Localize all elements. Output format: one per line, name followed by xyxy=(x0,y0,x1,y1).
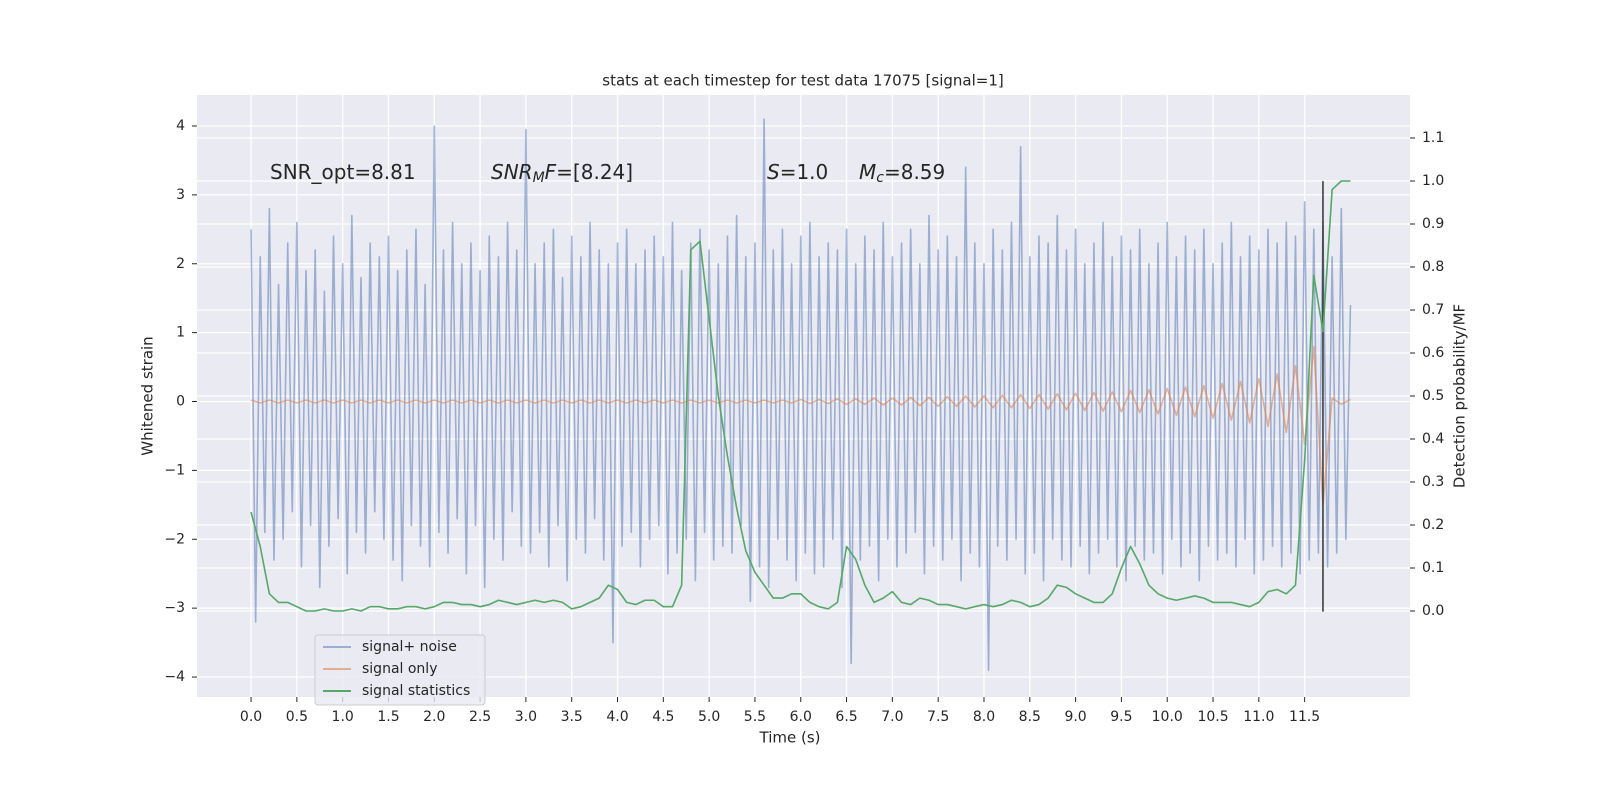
chart-title: stats at each timestep for test data 170… xyxy=(602,72,1003,90)
y2-tick-label: 1.1 xyxy=(1422,130,1444,146)
x-tick-label: 8.0 xyxy=(973,709,995,725)
y-tick-label: −2 xyxy=(164,531,185,547)
x-tick-label: 0.0 xyxy=(240,709,262,725)
x-tick-label: 9.5 xyxy=(1110,709,1132,725)
x-tick-label: 3.0 xyxy=(515,709,537,725)
x-tick-label: 8.5 xyxy=(1019,709,1041,725)
y2-tick-label: 0.1 xyxy=(1422,560,1444,576)
y-tick-label: 0 xyxy=(176,394,185,410)
x-tick-label: 4.5 xyxy=(652,709,674,725)
x-tick-label: 10.5 xyxy=(1197,709,1228,725)
y-tick-label: −4 xyxy=(164,669,185,685)
series-line xyxy=(250,345,1351,506)
x-tick-label: 5.5 xyxy=(744,709,766,725)
x-tick-label: 4.0 xyxy=(606,709,628,725)
x-tick-label: 10.0 xyxy=(1152,709,1183,725)
y-tick-label: 3 xyxy=(176,187,185,203)
y-tick-label: −3 xyxy=(164,600,185,616)
legend-frame xyxy=(314,634,486,706)
legend-label: signal statistics xyxy=(362,683,470,699)
annotation-part: =1.0 xyxy=(780,160,829,184)
x-axis-label: Time (s) xyxy=(759,729,821,747)
y2-tick-label: 0.5 xyxy=(1422,388,1444,404)
x-tick-label: 0.5 xyxy=(286,709,308,725)
legend-label: signal+ noise xyxy=(362,639,457,655)
annotation-part: SNR xyxy=(491,160,533,184)
annotation: Mc=8.59 xyxy=(859,160,945,187)
x-tick-label: 11.0 xyxy=(1243,709,1274,725)
y2-tick-label: 0.8 xyxy=(1422,259,1444,275)
annotation-part: M xyxy=(859,160,876,184)
annotation: SNRMF=[8.24] xyxy=(491,160,633,187)
y2-tick-label: 0.2 xyxy=(1422,517,1444,533)
annotation-part: S xyxy=(767,160,780,184)
y-tick-label: 2 xyxy=(176,256,185,272)
y-tick-label: 1 xyxy=(176,325,185,341)
x-tick-label: 11.5 xyxy=(1289,709,1320,725)
y2-tick-label: 1.0 xyxy=(1422,173,1444,189)
annotation: S=1.0 xyxy=(767,160,828,184)
x-tick-label: 6.0 xyxy=(790,709,812,725)
annotation: SNR_opt=8.81 xyxy=(270,160,416,184)
y-axis-label: Whitened strain xyxy=(139,336,157,455)
y2-axis-label: Detection probability/MF xyxy=(1451,304,1469,488)
x-tick-label: 5.0 xyxy=(698,709,720,725)
y-tick-label: −1 xyxy=(164,462,185,478)
x-tick-label: 3.5 xyxy=(561,709,583,725)
legend: signal+ noise signal only signal statistic… xyxy=(314,634,486,706)
annotation-part: =8.59 xyxy=(884,160,945,184)
plot-marks: SNR_opt=8.81 SNRMF=[8.24] S=1.0 Mc=8.59 xyxy=(250,118,1352,671)
y2-tick-label: 0.6 xyxy=(1422,345,1444,361)
axes: 0.0 0.5 1.0 1.5 2.0 2.5 3.0 3.5 4.0 4.5 5.0 5.5 6.0 6… xyxy=(164,118,1444,725)
y2-tick-label: 0.7 xyxy=(1422,302,1444,318)
annotation-part: SNR_opt=8.81 xyxy=(270,160,416,184)
x-tick-label: 7.5 xyxy=(927,709,949,725)
x-tick-label: 6.5 xyxy=(835,709,857,725)
annotation-part: c xyxy=(876,170,884,186)
annotation-part: M xyxy=(533,170,545,186)
x-tick-label: 7.0 xyxy=(881,709,903,725)
y-tick-label: 4 xyxy=(176,118,185,134)
annotation-part: =[8.24] xyxy=(556,160,633,184)
y2-tick-label: 0.9 xyxy=(1422,216,1444,232)
y2-tick-label: 0.3 xyxy=(1422,474,1444,490)
legend-label: signal only xyxy=(362,661,437,677)
x-tick-label: 1.5 xyxy=(377,709,399,725)
y2-tick-label: 0.4 xyxy=(1422,431,1444,447)
x-tick-label: 2.5 xyxy=(469,709,491,725)
annotation-part: F xyxy=(545,160,557,184)
series-line xyxy=(250,118,1352,671)
series-line xyxy=(250,180,1351,612)
x-tick-label: 2.0 xyxy=(423,709,445,725)
y2-tick-label: 0.0 xyxy=(1422,603,1444,619)
x-tick-label: 1.0 xyxy=(332,709,354,725)
x-tick-label: 9.0 xyxy=(1064,709,1086,725)
